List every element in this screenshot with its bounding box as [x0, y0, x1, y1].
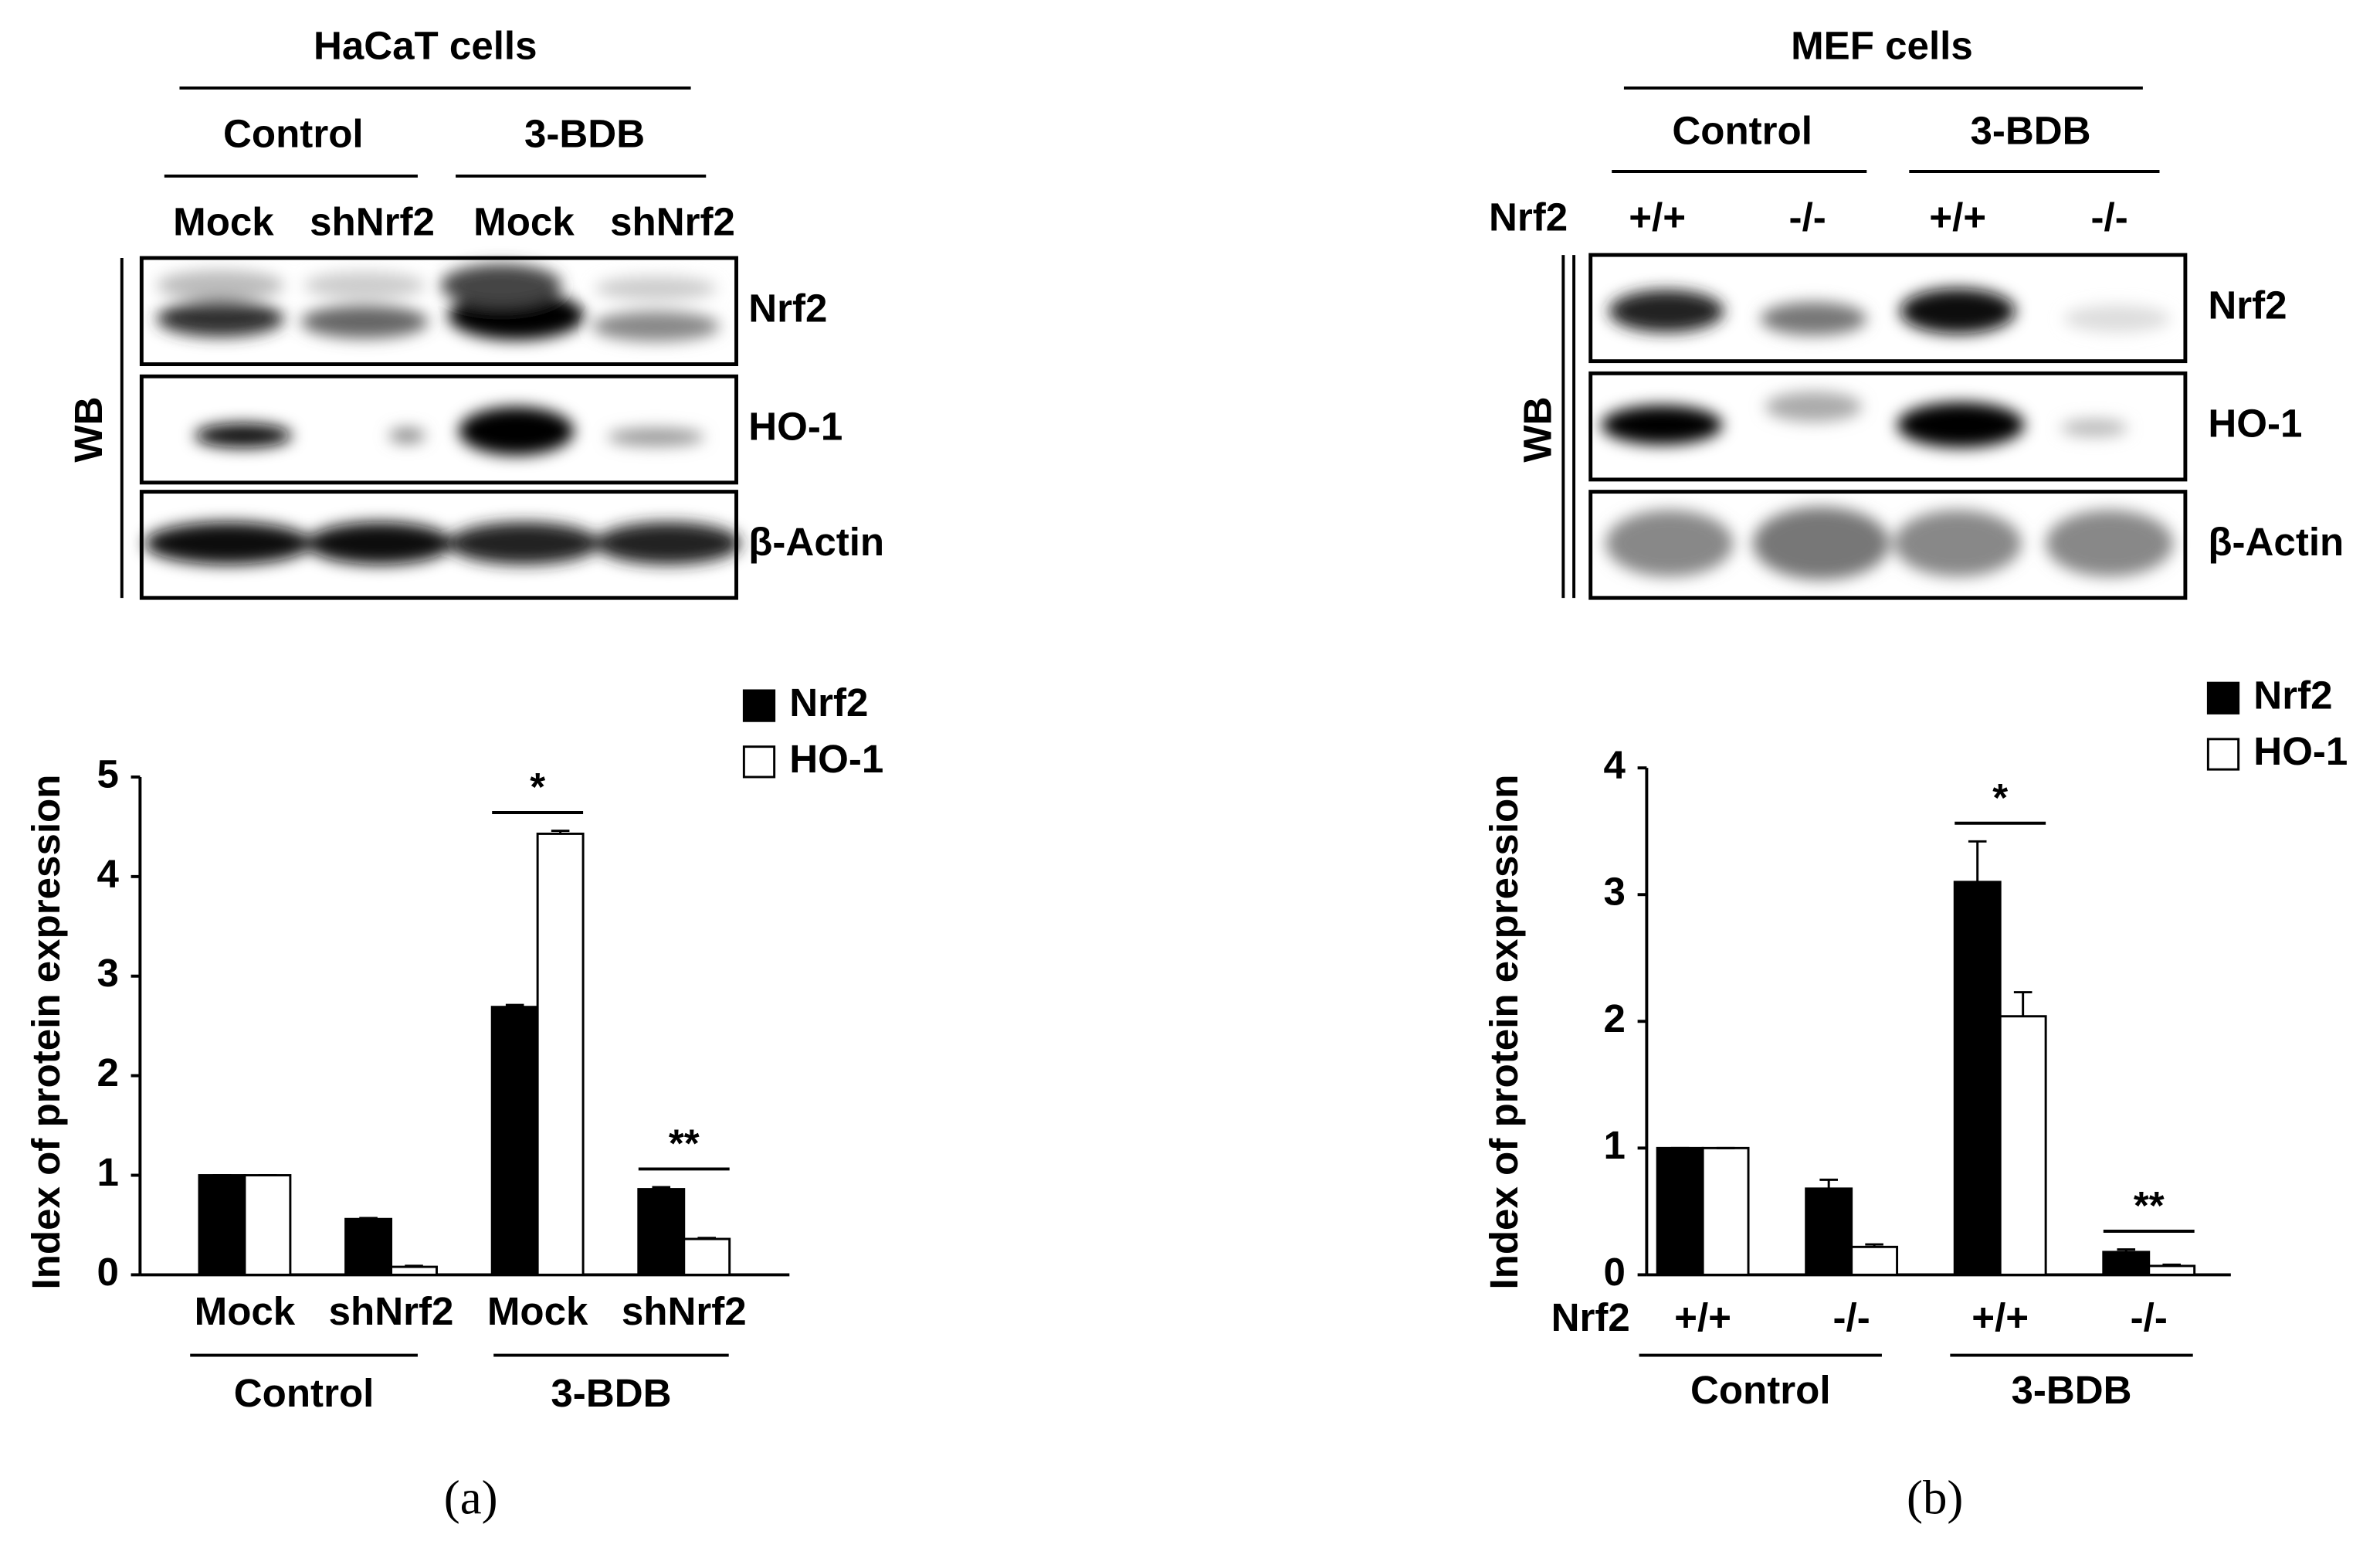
- x-tick-label: Mock: [195, 1289, 296, 1333]
- significance-label: **: [2134, 1183, 2165, 1227]
- protein-label: Nrf2: [748, 286, 827, 330]
- error-bar: [505, 1003, 524, 1007]
- lane-label: +/+: [1629, 195, 1686, 239]
- y-axis-label: Index of protein expression: [24, 775, 68, 1290]
- y-tick-label: 4: [1603, 743, 1626, 787]
- protein-label: HO-1: [748, 405, 842, 449]
- group-label: Control: [1690, 1368, 1831, 1412]
- blot-frame: [139, 256, 738, 367]
- bar: [344, 1217, 393, 1276]
- lane-label: Mock: [173, 199, 274, 243]
- significance-label: **: [669, 1121, 700, 1165]
- group-label: 3-BDB: [551, 1371, 671, 1415]
- lane-axis-label: Nrf2: [1489, 195, 1568, 239]
- legend-swatch: [742, 689, 776, 722]
- wb-label: WB: [66, 396, 110, 462]
- blot-group-label: Control: [223, 111, 364, 155]
- significance-label: *: [1992, 776, 2008, 820]
- bar: [1850, 1245, 1899, 1276]
- bar: [2102, 1251, 2151, 1276]
- bar: [1953, 881, 2002, 1276]
- legend-label: Nrf2: [789, 680, 868, 725]
- blot-frame: [1588, 253, 2188, 364]
- error-bar: [1968, 840, 1987, 882]
- bar: [243, 1174, 292, 1276]
- y-axis-label: Index of protein expression: [1482, 775, 1526, 1290]
- x-tick-label: shNrf2: [329, 1289, 454, 1333]
- bar: [490, 1006, 539, 1276]
- bar: [1656, 1146, 1704, 1276]
- x-tick-label: -/-: [2131, 1295, 2168, 1339]
- wb-label: WB: [1515, 396, 1559, 462]
- legend-label: HO-1: [2253, 729, 2348, 773]
- error-bar: [1819, 1178, 1838, 1189]
- protein-label: β-Actin: [2208, 520, 2344, 564]
- bar: [683, 1237, 731, 1276]
- y-tick-label: 3: [1603, 870, 1625, 914]
- y-tick-label: 1: [1603, 1123, 1625, 1167]
- panel-label: (b): [1907, 1471, 1963, 1525]
- x-tick-label: +/+: [1674, 1295, 1731, 1339]
- blot-frame: [1588, 371, 2188, 482]
- blot-title: HaCaT cells: [314, 23, 537, 67]
- lane-label: -/-: [1789, 195, 1826, 239]
- legend-label: HO-1: [789, 737, 883, 781]
- error-bar: [1865, 1243, 1883, 1247]
- y-tick-label: 1: [97, 1150, 118, 1194]
- y-tick-label: 3: [97, 951, 118, 995]
- y-tick-label: 4: [97, 851, 119, 895]
- error-bar: [697, 1237, 717, 1240]
- protein-label: Nrf2: [2208, 283, 2287, 327]
- significance-label: *: [530, 765, 545, 809]
- x-tick-label: shNrf2: [622, 1289, 747, 1333]
- lane-label: Mock: [473, 199, 575, 243]
- bar: [536, 832, 585, 1276]
- group-label: 3-BDB: [2011, 1368, 2131, 1412]
- protein-label: HO-1: [2208, 402, 2302, 446]
- bar: [1701, 1146, 1750, 1276]
- bar: [1805, 1187, 1853, 1276]
- error-bar: [652, 1186, 671, 1190]
- y-tick-label: 5: [97, 752, 118, 796]
- bar: [2148, 1264, 2196, 1276]
- y-tick-label: 0: [1603, 1250, 1625, 1294]
- error-bar: [405, 1264, 423, 1268]
- legend-swatch: [2206, 738, 2240, 771]
- error-bar: [2162, 1263, 2181, 1266]
- lane-label: +/+: [1929, 195, 1986, 239]
- category-axis-label: Nrf2: [1551, 1295, 1630, 1339]
- x-tick-label: Mock: [487, 1289, 588, 1333]
- blot-group-label: 3-BDB: [1970, 108, 2090, 152]
- bar: [637, 1188, 686, 1276]
- blot-group-label: Control: [1672, 108, 1812, 152]
- lane-label: -/-: [2091, 195, 2128, 239]
- bar: [198, 1174, 246, 1276]
- blot-frame: [139, 490, 738, 600]
- y-tick-label: 2: [1603, 996, 1625, 1040]
- error-bar: [2117, 1248, 2136, 1252]
- error-bar: [551, 830, 570, 834]
- x-tick-label: +/+: [1971, 1295, 2029, 1339]
- blot-bands: [144, 263, 2174, 580]
- blot-frame: [1588, 490, 2188, 600]
- legend-swatch: [742, 745, 776, 779]
- error-bar: [2013, 991, 2032, 1016]
- bar: [390, 1265, 438, 1276]
- legend-label: Nrf2: [2253, 673, 2332, 717]
- lane-label: shNrf2: [610, 199, 735, 243]
- legend-swatch: [2206, 681, 2240, 714]
- protein-label: β-Actin: [748, 520, 884, 564]
- y-tick-label: 0: [97, 1250, 118, 1294]
- panel-label: (a): [444, 1471, 498, 1525]
- lane-label: shNrf2: [310, 199, 435, 243]
- y-tick-label: 2: [97, 1050, 118, 1095]
- bar: [1999, 1015, 2047, 1276]
- x-tick-label: -/-: [1833, 1295, 1870, 1339]
- group-label: Control: [234, 1371, 375, 1415]
- blot-group-label: 3-BDB: [524, 111, 645, 155]
- error-bar: [359, 1217, 378, 1220]
- blot-frame: [139, 374, 738, 485]
- blot-title: MEF cells: [1791, 23, 1973, 67]
